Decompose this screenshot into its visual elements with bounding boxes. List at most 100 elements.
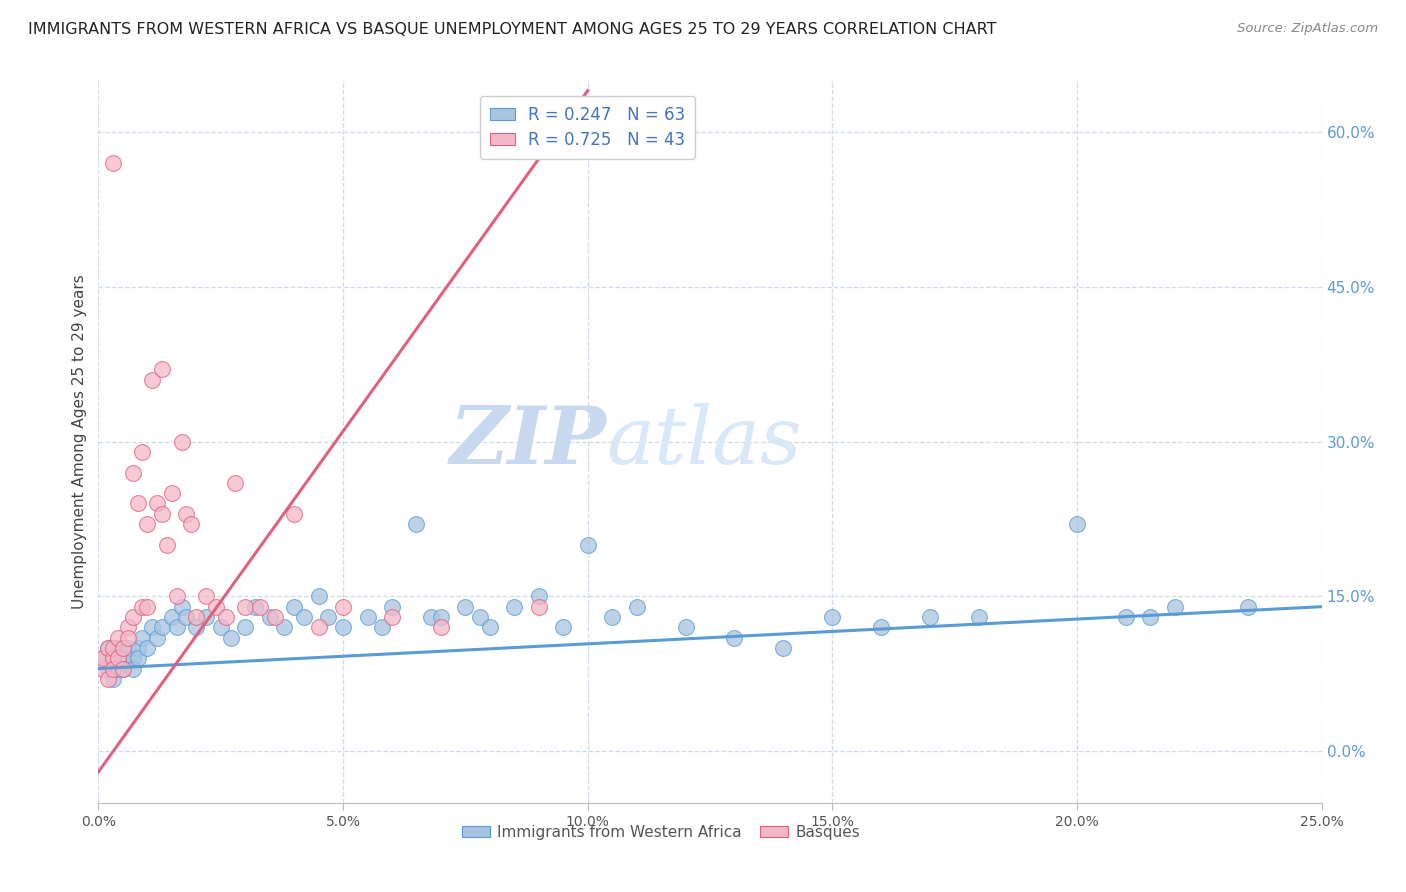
Point (121, 651, 143, 665)
Point (405, 517, 427, 532)
Point (1139, 610, 1161, 624)
Point (772, 640, 794, 655)
Point (146, 631, 169, 645)
Point (101, 672, 124, 686)
Point (332, 599, 354, 614)
Point (150, 620, 173, 634)
Point (111, 662, 134, 676)
Point (91, 651, 114, 665)
Point (356, 610, 378, 624)
Point (97, 640, 120, 655)
Point (117, 631, 139, 645)
Point (209, 620, 232, 634)
Point (195, 610, 218, 624)
Point (111, 640, 134, 655)
Point (214, 610, 236, 624)
Point (430, 620, 453, 634)
Point (131, 631, 153, 645)
Point (166, 590, 188, 604)
Point (170, 434, 193, 449)
Point (186, 620, 208, 634)
Point (131, 599, 153, 614)
Y-axis label: Unemployment Among Ages 25 to 29 years: Unemployment Among Ages 25 to 29 years (72, 274, 87, 609)
Point (371, 620, 394, 634)
Point (233, 599, 256, 614)
Point (186, 610, 208, 624)
Point (97, 640, 120, 655)
Text: ZIP: ZIP (449, 403, 606, 480)
Point (263, 610, 285, 624)
Point (249, 599, 271, 614)
Point (527, 590, 550, 604)
Point (146, 496, 169, 510)
Point (107, 651, 129, 665)
Point (259, 610, 281, 624)
Point (101, 651, 124, 665)
Point (1237, 599, 1260, 614)
Point (332, 620, 354, 634)
Point (454, 599, 477, 614)
Point (101, 662, 124, 676)
Point (176, 507, 198, 521)
Point (273, 620, 295, 634)
Point (127, 496, 149, 510)
Point (283, 599, 305, 614)
Point (91, 662, 114, 676)
Point (920, 610, 942, 624)
Point (195, 590, 218, 604)
Point (176, 610, 198, 624)
Point (170, 599, 193, 614)
Point (136, 599, 159, 614)
Point (131, 445, 153, 459)
Point (107, 631, 129, 645)
Point (107, 640, 129, 655)
Text: atlas: atlas (606, 403, 801, 480)
Point (101, 651, 124, 665)
Text: Source: ZipAtlas.com: Source: ZipAtlas.com (1237, 22, 1378, 36)
Point (553, 620, 575, 634)
Point (821, 610, 844, 624)
Point (107, 662, 129, 676)
Point (1115, 610, 1137, 624)
Point (127, 640, 149, 655)
Point (243, 599, 266, 614)
Point (166, 620, 188, 634)
Point (503, 599, 526, 614)
Point (121, 662, 143, 676)
Point (1164, 599, 1187, 614)
Point (101, 156, 124, 170)
Point (121, 466, 143, 480)
Point (97, 672, 120, 686)
Point (478, 620, 501, 634)
Point (141, 373, 163, 387)
Point (283, 507, 305, 521)
Point (111, 662, 134, 676)
Point (136, 640, 159, 655)
Point (308, 620, 330, 634)
Point (224, 475, 246, 490)
Point (468, 610, 491, 624)
Point (180, 517, 202, 532)
Point (91, 651, 114, 665)
Point (156, 538, 179, 552)
Point (233, 620, 256, 634)
Point (675, 620, 697, 634)
Point (150, 507, 173, 521)
Point (141, 620, 163, 634)
Point (527, 599, 550, 614)
Point (626, 599, 648, 614)
Point (308, 590, 330, 604)
Point (381, 610, 404, 624)
Point (600, 610, 623, 624)
Point (127, 651, 149, 665)
Legend: Immigrants from Western Africa, Basques: Immigrants from Western Africa, Basques (456, 819, 866, 846)
Point (1066, 517, 1088, 532)
Point (420, 610, 443, 624)
Point (219, 631, 242, 645)
Point (117, 640, 139, 655)
Point (160, 610, 183, 624)
Point (576, 538, 599, 552)
Point (205, 599, 228, 614)
Point (318, 610, 340, 624)
Point (381, 599, 404, 614)
